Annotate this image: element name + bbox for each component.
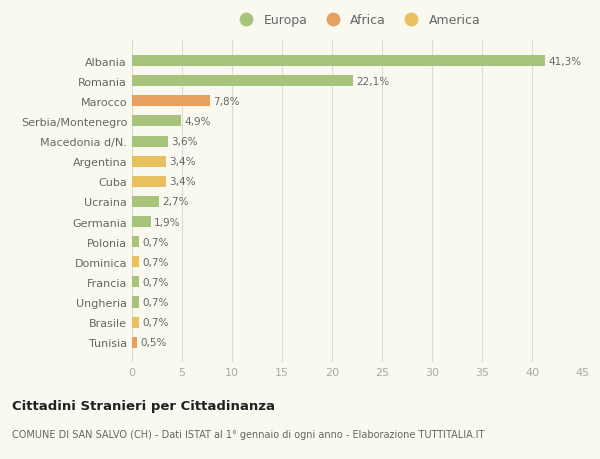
- Text: 2,7%: 2,7%: [162, 197, 188, 207]
- Text: COMUNE DI SAN SALVO (CH) - Dati ISTAT al 1° gennaio di ogni anno - Elaborazione : COMUNE DI SAN SALVO (CH) - Dati ISTAT al…: [12, 429, 484, 439]
- Text: 7,8%: 7,8%: [213, 96, 239, 106]
- Bar: [132, 317, 139, 328]
- Bar: [132, 277, 139, 288]
- Text: 4,9%: 4,9%: [184, 117, 211, 127]
- Text: 0,7%: 0,7%: [142, 257, 169, 267]
- Text: 0,7%: 0,7%: [142, 318, 169, 327]
- Text: 0,7%: 0,7%: [142, 237, 169, 247]
- Text: 22,1%: 22,1%: [356, 77, 389, 86]
- Bar: [132, 257, 139, 268]
- Text: 3,4%: 3,4%: [169, 177, 196, 187]
- Bar: [132, 56, 545, 67]
- Text: 1,9%: 1,9%: [154, 217, 181, 227]
- Bar: [132, 76, 353, 87]
- Bar: [132, 297, 139, 308]
- Bar: [132, 236, 139, 248]
- Text: 0,5%: 0,5%: [140, 337, 166, 347]
- Bar: [132, 136, 168, 147]
- Bar: [132, 337, 137, 348]
- Bar: [132, 176, 166, 187]
- Text: 3,6%: 3,6%: [171, 137, 197, 147]
- Text: 41,3%: 41,3%: [548, 56, 581, 67]
- Bar: [132, 217, 151, 228]
- Bar: [132, 196, 159, 207]
- Bar: [132, 156, 166, 168]
- Text: 3,4%: 3,4%: [169, 157, 196, 167]
- Legend: Europa, Africa, America: Europa, Africa, America: [229, 9, 485, 32]
- Bar: [132, 96, 210, 107]
- Bar: [132, 116, 181, 127]
- Text: 0,7%: 0,7%: [142, 277, 169, 287]
- Text: 0,7%: 0,7%: [142, 297, 169, 308]
- Text: Cittadini Stranieri per Cittadinanza: Cittadini Stranieri per Cittadinanza: [12, 399, 275, 412]
